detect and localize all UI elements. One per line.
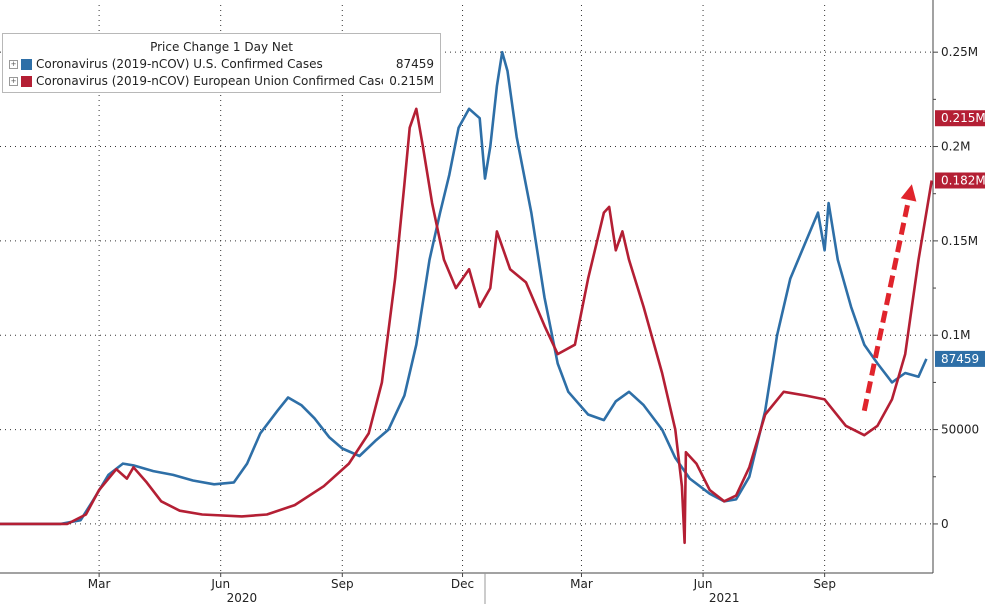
x-tick-label: Dec — [451, 577, 474, 591]
y-tick-label: 50000 — [941, 423, 979, 437]
x-tick-labels: Mar Jun Sep Dec Mar Jun Sep 2020 2021 — [88, 577, 836, 604]
legend-label-eu: Coronavirus (2019-nCOV) European Union C… — [36, 74, 384, 88]
expand-icon[interactable]: + — [9, 76, 18, 86]
x-year-label: 2020 — [227, 591, 258, 604]
legend-title: Price Change 1 Day Net — [150, 40, 293, 54]
legend-item-eu[interactable]: + Coronavirus (2019-nCOV) European Union… — [9, 73, 434, 89]
annotation-arrow-head — [900, 184, 917, 202]
x-tick-label: Mar — [570, 577, 593, 591]
x-tick-label: Jun — [693, 577, 713, 591]
axes — [0, 0, 938, 604]
value-badge-bg — [935, 110, 985, 127]
y-tick-label: 0 — [941, 517, 949, 531]
legend-value-us: 87459 — [395, 57, 434, 71]
legend-item-us[interactable]: + Coronavirus (2019-nCOV) U.S. Confirmed… — [9, 56, 434, 72]
series-line-0 — [0, 50, 928, 526]
y-gridlines — [0, 51, 933, 525]
x-year-label: 2021 — [709, 591, 740, 604]
value-badge-bg — [935, 172, 985, 189]
y-tick-label: 0.25M — [941, 45, 978, 59]
series-lines — [0, 50, 933, 545]
y-tick-label: 0.15M — [941, 234, 978, 248]
value-badge-label: 0.182M — [941, 173, 986, 187]
expand-icon[interactable]: + — [9, 59, 18, 69]
legend: Price Change 1 Day Net + Coronavirus (20… — [2, 33, 441, 93]
annotation-arrow-shaft — [861, 199, 912, 412]
value-badge-label: 87459 — [941, 352, 979, 366]
series-line-1 — [0, 107, 933, 545]
legend-label-us: Coronavirus (2019-nCOV) U.S. Confirmed C… — [36, 57, 323, 71]
legend-value-eu: 0.215M — [389, 74, 434, 88]
x-tick-label: Sep — [813, 577, 836, 591]
x-tick-label: Sep — [331, 577, 354, 591]
y-tick-label: 0.1M — [941, 328, 970, 342]
y-tick-labels: 0 50000 0.1M 0.15M 0.2M 0.25M — [941, 45, 979, 531]
legend-swatch-eu — [21, 75, 32, 87]
annotation — [861, 184, 917, 412]
y-tick-label: 0.2M — [941, 140, 970, 154]
value-badge-label: 0.215M — [941, 111, 986, 125]
x-tick-label: Mar — [88, 577, 111, 591]
last-value-labels: 0.215M 0.182M 87459 — [935, 110, 986, 367]
value-badge-bg — [935, 350, 985, 367]
legend-swatch-us — [21, 58, 32, 70]
x-tick-label: Jun — [210, 577, 230, 591]
